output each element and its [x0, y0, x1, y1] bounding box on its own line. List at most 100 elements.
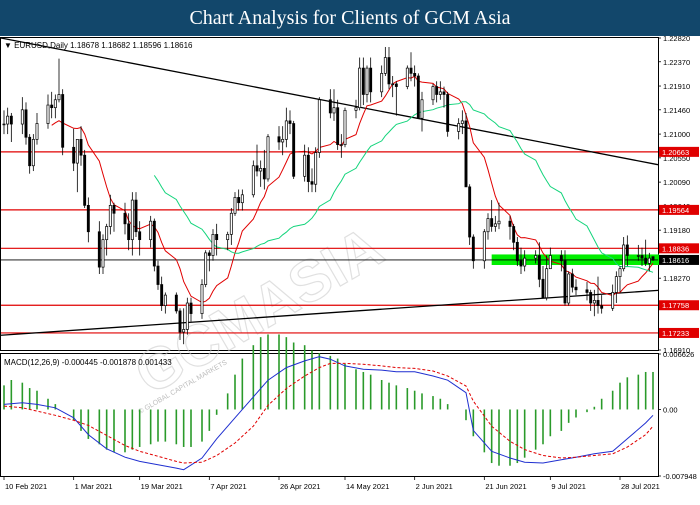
candle-body — [53, 99, 57, 109]
candle-body — [266, 136, 270, 180]
candle-body — [413, 73, 417, 77]
candle-body — [215, 234, 219, 241]
candle-body — [152, 220, 156, 267]
candle-body — [636, 255, 640, 257]
candle-body — [435, 86, 439, 95]
candle-body — [156, 265, 160, 285]
candle-body — [409, 67, 413, 74]
candle-body — [200, 284, 204, 314]
candle-body — [416, 75, 420, 119]
candle-body — [237, 197, 241, 204]
candle-body — [563, 260, 567, 304]
time-tick-label: 21 Jun 2021 — [485, 482, 526, 491]
candle-body — [112, 205, 116, 214]
candle-body — [438, 91, 442, 95]
time-tick-label: 28 Jul 2021 — [621, 482, 660, 491]
candle-body — [332, 107, 336, 114]
candle-body — [534, 255, 538, 259]
candle-body — [328, 99, 332, 114]
candle-body — [519, 260, 523, 267]
candle-body — [6, 115, 10, 125]
candle-body — [240, 194, 244, 204]
candle-body — [207, 252, 211, 256]
macd-panel-frame — [0, 353, 659, 477]
candle-body — [185, 302, 189, 330]
candle-body — [471, 236, 475, 262]
level-tag-label: 1.20663 — [662, 148, 689, 157]
candle-body — [255, 165, 259, 172]
candle-body — [596, 300, 600, 307]
current-price-label: 1.18616 — [662, 256, 689, 265]
candle-body — [123, 212, 127, 225]
candle-body — [46, 104, 50, 124]
candle-body — [317, 99, 321, 153]
macd-header: MACD(12,26,9) -0.000445 -0.001878 0.0014… — [4, 358, 172, 367]
candle-body — [431, 86, 435, 101]
candle-body — [644, 257, 648, 264]
candle-body — [314, 152, 318, 185]
candle-body — [457, 123, 461, 132]
chart-title-banner: Chart Analysis for Clients of GCM Asia — [0, 0, 700, 36]
level-tag-label: 1.19564 — [662, 206, 689, 215]
candle-body — [251, 165, 255, 196]
candle-body — [640, 255, 644, 259]
candle-body — [108, 205, 112, 227]
level-tag — [659, 204, 699, 215]
current-price-tag — [659, 254, 699, 265]
macd-tick-label: -0.007948 — [663, 472, 697, 481]
candle-body — [354, 107, 358, 111]
candle-body — [24, 109, 28, 138]
candle-body — [281, 139, 285, 143]
candle-body — [204, 252, 208, 285]
candle-body — [50, 104, 54, 109]
candle-body — [559, 255, 563, 262]
candle-body — [101, 239, 105, 268]
candle-body — [233, 197, 237, 214]
candle-body — [394, 83, 398, 87]
candle-body — [490, 218, 494, 227]
candle-body — [589, 292, 593, 304]
candle-body — [134, 199, 138, 233]
candle-body — [611, 292, 615, 309]
time-tick-label: 26 Apr 2021 — [280, 482, 320, 491]
candle-body — [79, 139, 83, 156]
level-tag — [659, 327, 699, 338]
candle-body — [383, 57, 387, 74]
candle-body — [574, 286, 578, 291]
candle-body — [336, 107, 340, 145]
candle-body — [482, 231, 486, 262]
candle-body — [464, 120, 468, 188]
candle-body — [625, 244, 629, 256]
time-tick-label: 10 Feb 2021 — [5, 482, 47, 491]
candle-body — [600, 305, 604, 309]
candle-body — [262, 168, 266, 180]
candle-body — [9, 115, 13, 125]
time-tick-label: 9 Jul 2021 — [551, 482, 586, 491]
macd-layer — [3, 334, 654, 471]
candle-body — [288, 120, 292, 124]
level-tag-label: 1.17233 — [662, 329, 689, 338]
candle-body — [130, 199, 134, 241]
candle-body — [515, 241, 519, 262]
price-tick-label: 1.22370 — [663, 58, 690, 67]
candle-body — [545, 268, 549, 299]
candle-body — [306, 154, 310, 182]
candle-body — [497, 220, 501, 225]
candle-body — [380, 73, 384, 93]
candle-body — [365, 67, 369, 95]
time-axis: 10 Feb 2021 1 Mar 2021 19 Mar 2021 7 Apr 20… — [3, 476, 660, 491]
candle-body — [512, 226, 516, 243]
candle-body — [284, 120, 288, 140]
candle-body — [442, 91, 446, 95]
price-tick-label: 1.18270 — [663, 274, 690, 283]
candle-body — [343, 109, 347, 145]
candle-body — [31, 139, 35, 167]
price-tick-label: 1.20090 — [663, 178, 690, 187]
macd-tick-label: 0.006626 — [663, 350, 694, 359]
chart-title: Chart Analysis for Clients of GCM Asia — [189, 6, 511, 29]
candle-body — [149, 220, 153, 241]
macd-line — [3, 356, 654, 471]
candle-body — [57, 94, 61, 101]
level-tag-label: 1.18836 — [662, 244, 689, 253]
candle-body — [35, 123, 39, 140]
